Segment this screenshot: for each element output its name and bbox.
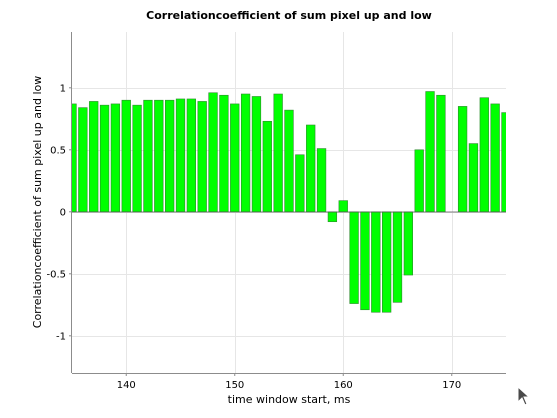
bar xyxy=(284,109,294,213)
bar xyxy=(132,104,142,213)
bars xyxy=(72,91,506,313)
bar xyxy=(349,211,359,304)
x-tick-label: 170 xyxy=(442,380,461,391)
y-tick-label: 1 xyxy=(60,83,66,94)
bar xyxy=(143,99,153,213)
bar xyxy=(425,91,435,213)
bar xyxy=(186,98,196,213)
bar xyxy=(382,211,392,313)
bar xyxy=(251,96,262,213)
bar xyxy=(371,211,381,313)
bar xyxy=(78,107,88,213)
bar xyxy=(240,93,251,213)
bar xyxy=(89,101,99,213)
bar xyxy=(306,124,316,213)
mouse-pointer-icon xyxy=(517,386,531,406)
bar xyxy=(175,98,186,213)
bar xyxy=(165,99,175,213)
x-axis-label: time window start, ms xyxy=(228,393,351,406)
y-tick-label: 0.5 xyxy=(50,145,66,156)
x-axis-ticks: 140 150 160 170 xyxy=(117,373,461,391)
x-tick-label: 150 xyxy=(225,380,244,391)
bar xyxy=(154,99,164,213)
bar xyxy=(414,149,424,213)
bar xyxy=(110,103,121,213)
bar xyxy=(99,104,110,213)
y-axis-label: Correlationcoefficient of sum pixel up a… xyxy=(31,76,44,328)
y-tick-label: -1 xyxy=(56,331,66,342)
bar xyxy=(316,148,327,213)
chart-title: Correlationcoefficient of sum pixel up a… xyxy=(146,9,432,22)
bar xyxy=(501,112,506,213)
y-tick-label: 0 xyxy=(60,207,66,218)
bar xyxy=(197,101,207,213)
bar xyxy=(219,94,229,213)
bar xyxy=(327,211,338,223)
bar xyxy=(295,154,305,213)
bar xyxy=(392,211,403,303)
bar xyxy=(436,94,446,213)
bar xyxy=(273,93,283,213)
bar xyxy=(360,211,370,311)
x-tick-label: 160 xyxy=(334,380,353,391)
bar xyxy=(403,211,413,276)
bar xyxy=(262,120,272,213)
bar xyxy=(479,97,489,213)
bar xyxy=(208,92,218,213)
bar xyxy=(457,106,468,213)
bar xyxy=(230,103,240,213)
bar xyxy=(338,200,348,213)
bar xyxy=(121,99,131,213)
bar xyxy=(468,143,479,213)
y-axis-ticks: -1 -0.5 0 0.5 1 xyxy=(46,83,72,342)
bar xyxy=(490,103,500,213)
x-tick-label: 140 xyxy=(117,380,136,391)
y-tick-label: -0.5 xyxy=(46,269,66,280)
